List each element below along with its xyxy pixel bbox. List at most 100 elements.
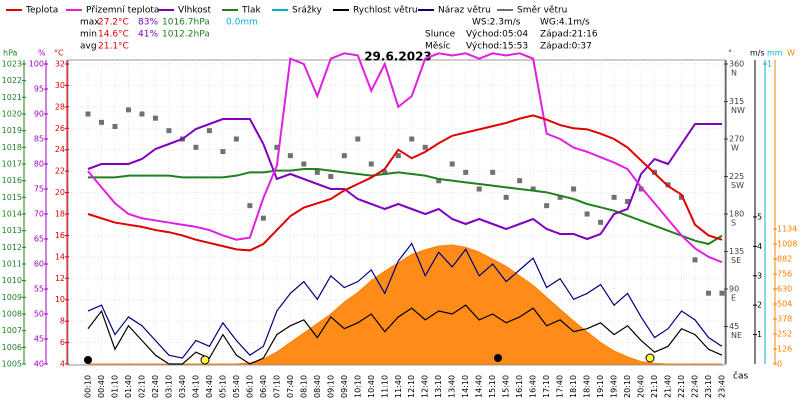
- stat-label: max: [80, 18, 100, 28]
- direction-point: [409, 136, 415, 142]
- legend-label: Vlhkost: [178, 6, 211, 16]
- y-tick-label: 5: [757, 212, 762, 221]
- y-tick-label: 40: [34, 360, 44, 369]
- stat-temp: 27.2°C: [98, 18, 129, 28]
- y-tick-label: 1019: [2, 126, 22, 135]
- x-tick-label: 03:40: [178, 375, 187, 398]
- direction-point: [139, 111, 145, 117]
- axis-unit: hPa: [3, 49, 18, 58]
- axis-unit: %: [38, 49, 46, 58]
- y-tick-label: 45: [34, 335, 44, 344]
- y-tick-label: 1007: [2, 326, 22, 335]
- direction-name: NE: [731, 331, 742, 340]
- x-tick-label: 11:40: [394, 375, 403, 398]
- direction-point: [314, 169, 320, 175]
- y-tick-label: 4: [60, 360, 65, 369]
- y-tick-label: 90: [729, 285, 739, 294]
- y-tick-label: 0: [777, 360, 782, 369]
- x-tick-label: 17:10: [542, 375, 551, 398]
- direction-point: [193, 144, 199, 150]
- legend-label: Náraz větru: [438, 6, 491, 16]
- x-tick-label: 18:10: [569, 375, 578, 398]
- x-tick-label: 15:10: [488, 375, 497, 398]
- y-tick-label: 85: [34, 135, 44, 144]
- stat-press: 1012.2hPa: [162, 30, 210, 40]
- y-tick-label: 1022: [2, 76, 22, 85]
- legend-label: Tlak: [241, 6, 262, 16]
- stats: max 27.2°C 83% 1016.7hPa 0.0mm min 14.6°…: [80, 18, 598, 52]
- y-tick-label: 1008: [2, 310, 22, 319]
- direction-point: [557, 194, 563, 200]
- x-tick-label: 21:10: [650, 375, 659, 398]
- y-tick-label: 270: [729, 135, 744, 144]
- y-tick-label: 3: [757, 271, 762, 280]
- axis-unit: mm: [767, 49, 783, 58]
- direction-point: [638, 186, 644, 192]
- series-line: [87, 52, 723, 264]
- y-tick-label: 24: [55, 145, 65, 154]
- y-tick-label: 6: [60, 338, 65, 347]
- series-line: [87, 242, 723, 359]
- direction-point: [382, 169, 388, 175]
- wind-summary: WS:2.3m/s: [472, 18, 521, 28]
- direction-point: [436, 178, 442, 184]
- y-tick-label: 1134: [777, 225, 797, 234]
- y-tick-label: 2: [757, 301, 762, 310]
- direction-point: [166, 128, 172, 134]
- y-tick-label: 1009: [2, 293, 22, 302]
- y-tick-label: 18: [55, 210, 65, 219]
- y-tick-label: 882: [777, 255, 792, 264]
- x-tick-label: 16:10: [515, 375, 524, 398]
- direction-point: [247, 203, 253, 209]
- x-tick-label: 22:10: [677, 375, 686, 398]
- y-tick-label: 756: [777, 270, 792, 279]
- direction-name: S: [731, 219, 736, 228]
- moon-label: Měsíc: [425, 42, 450, 52]
- sun-moon-icons: [84, 353, 655, 365]
- y-tick-label: 378: [777, 315, 792, 324]
- plot-frame: [67, 59, 726, 366]
- y-tick-label: 1016: [2, 176, 22, 185]
- sun-icon: [200, 355, 210, 365]
- series-line: [87, 114, 723, 252]
- x-tick-label: 06:10: [245, 375, 254, 398]
- direction-point: [490, 169, 496, 175]
- direction-point: [206, 128, 212, 134]
- y-tick-label: 26: [55, 124, 65, 133]
- x-tick-label: 20:40: [637, 375, 646, 398]
- x-tick-label: 14:40: [475, 375, 484, 398]
- y-tick-label: 28: [55, 102, 65, 111]
- direction-point: [530, 186, 536, 192]
- direction-point: [449, 161, 455, 167]
- axis-unit: °: [728, 49, 732, 58]
- y-tick-label: 8: [60, 317, 65, 326]
- y-tick-label: 32: [55, 60, 65, 69]
- x-tick-label: 15:40: [502, 375, 511, 398]
- y-tick-label: 100: [29, 60, 44, 69]
- direction-point: [611, 194, 617, 200]
- direction-name: SE: [731, 256, 741, 265]
- direction-name: NW: [731, 106, 745, 115]
- axis-unit: °C: [54, 49, 64, 58]
- direction-point: [112, 124, 118, 129]
- x-tick-label: 04:40: [205, 375, 214, 398]
- direction-point: [287, 153, 293, 159]
- direction-name: W: [731, 144, 739, 153]
- y-tick-label: 70: [34, 210, 44, 219]
- direction-point: [274, 144, 280, 150]
- series-line: [87, 118, 722, 241]
- direction-point: [463, 169, 469, 175]
- x-tick-label: 03:10: [164, 375, 173, 398]
- x-tick-label: 02:40: [151, 375, 160, 398]
- y-tick-label: 252: [777, 330, 792, 339]
- direction-name: E: [731, 294, 736, 303]
- direction-point: [233, 136, 239, 142]
- x-tick-label: 20:10: [623, 375, 632, 398]
- x-tick-label: 06:40: [259, 375, 268, 398]
- x-tick-label: 16:40: [529, 375, 538, 398]
- y-tick-label: 126: [777, 345, 792, 354]
- direction-point: [328, 174, 334, 179]
- stat-press: 1016.7hPa: [162, 18, 210, 28]
- stat-label: avg: [80, 42, 97, 52]
